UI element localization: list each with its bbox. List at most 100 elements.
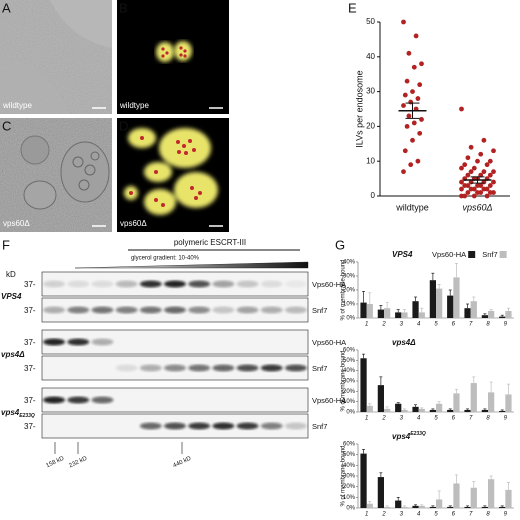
data-point [417,130,423,136]
bar [453,483,460,508]
strain-text: VPS4 [1,292,22,301]
blot-band [285,306,307,314]
bar [505,394,512,412]
x-tick-label: 2 [381,512,386,518]
data-point [413,33,419,39]
blot-band [139,280,162,288]
protein-label: Snf7 [312,364,327,373]
x-tick-label: 3 [400,322,404,328]
bar [429,409,436,412]
data-point [419,61,424,67]
size-marker: 37- [24,338,36,347]
blot-band [43,280,65,288]
y-tick-label: 10% [343,399,356,405]
blot-band [285,422,307,430]
blot-band [188,364,211,372]
bar [412,301,419,318]
data-point [415,158,421,164]
panel-label: A [2,0,11,15]
data-point [465,155,471,161]
blot-band [139,306,162,314]
data-point [487,190,493,195]
size-marker-label: 440 kD [172,456,192,470]
x-tick-label: 4 [417,512,421,518]
data-point [459,106,464,112]
blot-band [260,280,283,288]
blot-band [43,396,65,404]
x-tick-label: 9 [504,512,508,518]
strain-label: vps4E233Q [1,408,35,419]
protein-label: Vps60-HA [312,280,346,289]
blot-band [67,338,90,346]
data-point [402,92,408,98]
bar [488,392,495,412]
strain-label: VPS4 [1,292,22,301]
size-marker: 37- [24,280,36,289]
bar [505,489,512,508]
micrograph-caption: wildtype [119,101,149,110]
x-tick-label: 6 [452,512,456,518]
bar [470,301,477,318]
blot-band [67,306,90,314]
size-marker-label: 158 kD [45,456,65,470]
blot-band [139,422,162,430]
data-point [411,120,417,126]
y-tick-label: 50% [343,452,356,458]
blot-band [91,306,114,314]
y-tick-label: 0% [346,410,355,416]
strain-text: vps4Δ [1,350,25,359]
bar [360,453,367,508]
panel-label: G [335,237,345,252]
x-tick-label: 5 [434,416,438,422]
data-point [404,78,410,84]
bar [418,505,425,508]
y-axis-label: % of membrane-bound [341,259,347,320]
size-marker: 37- [24,422,36,431]
x-tick-label: 2 [381,416,386,422]
size-marker: 37- [24,306,36,315]
x-tick-label: 1 [365,322,368,328]
y-tick-label: 20% [343,288,356,294]
data-point [484,162,490,168]
blot-band [43,306,65,314]
micrograph-caption: vps60Δ [3,219,30,228]
data-point [419,117,424,122]
legend-swatch [499,251,507,258]
data-point [478,151,484,157]
chart-title: VPS4 [392,250,413,259]
bar [395,312,402,318]
y-tick-label: 30% [343,274,356,280]
data-point [475,190,480,195]
x-tick-label: 1 [365,512,368,518]
micrograph-d [117,118,229,232]
legend-swatch [468,251,476,258]
x-tick-label: wildtype [395,202,429,212]
y-tick-label: 20 [366,122,375,131]
data-point [401,169,406,175]
blot-band [236,280,259,288]
x-tick-label: 7 [469,322,473,328]
y-tick-label: 0% [346,316,355,322]
data-point [468,186,474,192]
bar [488,479,495,508]
data-point [402,148,408,154]
data-point [478,172,484,178]
blot-band [164,280,186,288]
blot-band [236,364,259,372]
bar [447,506,454,508]
data-point [410,137,415,143]
data-point [406,113,412,119]
strain-superscript: E233Q [19,413,35,419]
y-tick-label: 50 [366,17,375,26]
y-tick-label: 20% [343,389,356,395]
bar [499,506,506,508]
protein-label: Vps60-HA [312,338,346,347]
legend-label: Snf7 [482,250,497,259]
x-tick-label: 3 [400,512,404,518]
bar [360,302,367,318]
y-tick-label: 30% [343,379,356,385]
blot-band [285,364,307,372]
size-marker: 37- [24,364,36,373]
data-point [487,183,493,188]
bar [377,477,384,508]
